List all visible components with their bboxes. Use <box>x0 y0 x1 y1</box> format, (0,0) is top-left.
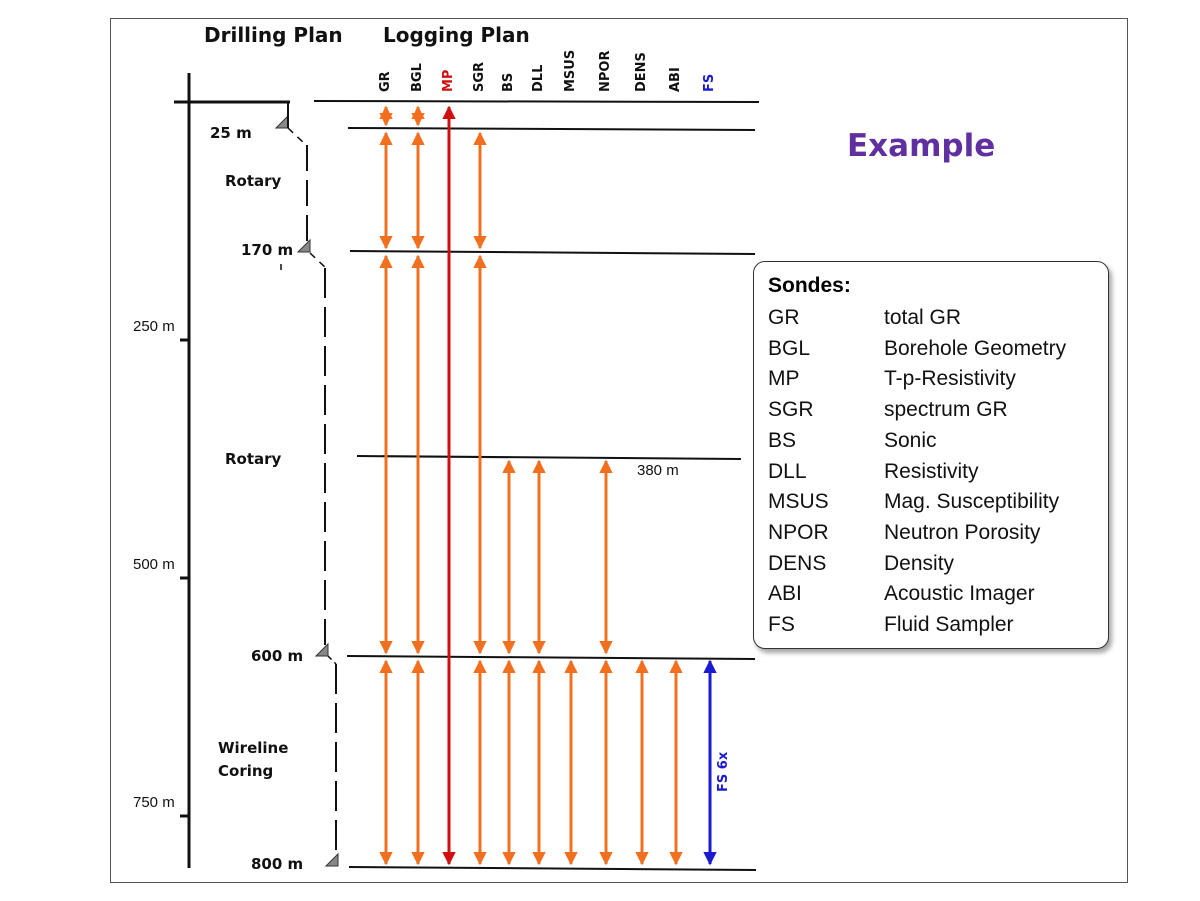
sondes-legend: Sondes: GR total GR BGL Borehole Geometry MP… <box>753 261 1109 649</box>
example-label: Example <box>847 128 996 164</box>
column-header-sgr: SGR <box>472 61 487 92</box>
column-header-abi: ABI <box>668 67 683 92</box>
column-header-mp: MP <box>441 69 456 92</box>
depth-scale-label: 750 m <box>133 794 175 811</box>
logging-arrows <box>379 105 717 866</box>
fs-count-label: FS 6x <box>716 751 731 792</box>
casing-depth-label: 25 m <box>210 124 252 142</box>
column-header-fs: FS <box>702 73 717 92</box>
drilling-section-label: Rotary <box>225 450 282 468</box>
sonde-code: MP <box>768 367 800 391</box>
logging-depth-lines <box>313 100 760 871</box>
sondes-legend-title: Sondes: <box>768 274 851 297</box>
sonde-description: Borehole Geometry <box>884 336 1067 360</box>
depth-axis <box>174 73 290 868</box>
sonde-description: Density <box>884 551 955 575</box>
drilling-section-label: Rotary <box>225 172 282 190</box>
drilling-plan-header: Drilling Plan <box>204 23 343 47</box>
sonde-code: DENS <box>768 551 827 575</box>
column-header-gr: GR <box>378 71 393 92</box>
sonde-description: Mag. Susceptibility <box>884 490 1060 514</box>
sonde-description: T-p-Resistivity <box>884 367 1016 391</box>
column-header-bgl: BGL <box>410 63 425 92</box>
sonde-description: total GR <box>884 306 962 329</box>
column-header-dll: DLL <box>531 64 546 92</box>
column-header-msus: MSUS <box>563 49 578 92</box>
sonde-description: Resistivity <box>884 459 979 483</box>
sonde-code: SGR <box>768 398 814 422</box>
depth-scale-label: 500 m <box>133 556 175 573</box>
sonde-code: ABI <box>768 582 802 606</box>
casing-depth-label: 800 m <box>251 855 304 873</box>
sonde-code: NPOR <box>768 520 829 544</box>
sonde-description: Neutron Porosity <box>884 520 1041 544</box>
diagram-frame <box>110 18 1128 883</box>
sonde-code: FS <box>768 613 795 636</box>
sonde-code: GR <box>768 306 800 329</box>
casing-depth-label: 600 m <box>251 647 304 665</box>
depth-scale-label: 250 m <box>133 318 175 335</box>
sonde-code: BS <box>768 428 797 452</box>
sonde-description: spectrum GR <box>884 398 1008 422</box>
casing-schematic <box>274 102 339 867</box>
sonde-description: Fluid Sampler <box>884 613 1014 636</box>
logging-plan-header: Logging Plan <box>383 23 530 47</box>
column-header-dens: DENS <box>634 52 649 92</box>
column-header-bs: BS <box>501 72 516 92</box>
sonde-description: Sonic <box>884 428 937 452</box>
sonde-code: BGL <box>768 336 811 360</box>
drilling-section-label: Wireline Coring <box>218 739 289 780</box>
logging-depth-label: 380 m <box>637 462 679 479</box>
sonde-description: Acoustic Imager <box>884 582 1035 606</box>
sonde-code: DLL <box>768 459 807 483</box>
sonde-code: MSUS <box>768 490 829 514</box>
column-header-npor: NPOR <box>598 50 613 92</box>
casing-depth-label: 170 m <box>241 241 294 259</box>
